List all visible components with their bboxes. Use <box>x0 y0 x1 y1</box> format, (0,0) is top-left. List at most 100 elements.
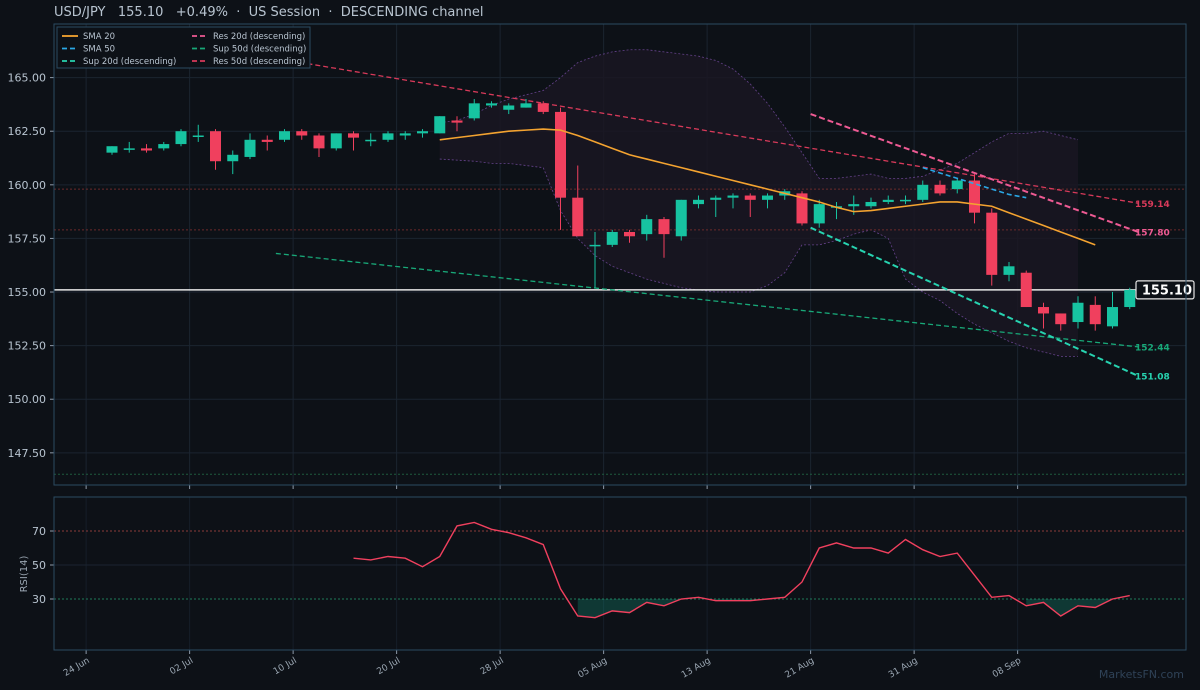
rsi-panel: 30 50 70 RSI(14) <box>19 521 1186 619</box>
rsi-y-tick-label-0: 30 <box>32 593 46 606</box>
x-tick-label-0: 24 Jun <box>62 656 92 679</box>
candle-58 <box>1107 292 1118 329</box>
main-y-axis: 147.50 150.00 152.50 155.00 157.50 160.00 162.… <box>8 72 54 460</box>
candle-59 <box>1124 287 1136 310</box>
candle-7 <box>227 150 239 175</box>
candle-body <box>882 199 894 202</box>
candle-body <box>468 103 480 119</box>
candle-body <box>158 144 170 149</box>
candle-36 <box>727 193 739 209</box>
candle-52 <box>1003 262 1015 282</box>
candle-2 <box>141 144 152 153</box>
candle-46 <box>900 195 911 205</box>
candle-body <box>1020 272 1032 308</box>
candle-4 <box>175 129 187 147</box>
candle-27 <box>572 165 584 237</box>
candle-body <box>261 139 273 142</box>
candle-body <box>279 131 290 140</box>
legend-label-sma50: SMA 50 <box>83 45 115 55</box>
candle-body <box>744 195 756 200</box>
band-upper <box>439 49 1079 179</box>
sup50-line <box>275 252 1139 348</box>
candle-body <box>1107 307 1118 327</box>
sup20-line <box>810 226 1139 377</box>
candle-body <box>123 148 135 150</box>
x-tick-label-3: 20 Jul <box>375 656 402 677</box>
candle-body <box>589 244 601 247</box>
legend-label-sup50: Sup 50d (descending) <box>213 45 306 55</box>
sup50-value-label: 152.44 <box>1135 343 1170 353</box>
candle-body <box>313 135 325 149</box>
y-tick-label-1: 150.00 <box>8 393 47 406</box>
candle-body <box>106 146 118 153</box>
candle-9 <box>261 135 273 151</box>
candle-8 <box>244 133 256 160</box>
candle-body <box>1055 313 1067 325</box>
candle-body <box>762 195 773 200</box>
candle-body <box>1003 266 1015 275</box>
candle-0 <box>106 146 118 155</box>
last-price-label: 155.10 <box>1142 283 1192 298</box>
x-tick-label-6: 13 Aug <box>680 656 713 681</box>
candle-50 <box>969 174 980 224</box>
candle-body <box>848 204 860 207</box>
candle-25 <box>537 101 549 115</box>
x-tick-label-1: 02 Jul <box>168 656 195 677</box>
candle-20 <box>451 116 463 132</box>
x-tick-label-2: 10 Jul <box>272 656 299 677</box>
candle-3 <box>158 141 170 151</box>
y-tick-label-5: 160.00 <box>8 179 47 192</box>
candle-18 <box>417 129 428 138</box>
x-axis: 24 Jun 02 Jul 10 Jul 20 Jul 28 Jul 05 Aug 13 A… <box>62 485 1023 681</box>
sma20-line <box>439 128 1096 246</box>
candle-body <box>486 103 497 106</box>
candle-49 <box>951 178 963 194</box>
candle-body <box>503 105 515 110</box>
candle-body <box>1072 302 1084 323</box>
candle-34 <box>693 195 704 209</box>
candle-body <box>675 199 687 237</box>
candle-16 <box>382 131 394 142</box>
candle-body <box>658 219 670 235</box>
x-tick-label-9: 08 Sep <box>991 656 1023 680</box>
sup20-value-label: 151.08 <box>1135 373 1170 383</box>
candle-37 <box>744 193 756 217</box>
candle-55 <box>1055 313 1067 331</box>
candle-body <box>710 197 722 200</box>
candle-body <box>141 148 152 151</box>
candle-body <box>796 193 808 224</box>
legend-label-sup20: Sup 20d (descending) <box>83 57 176 67</box>
rsi-axis-label: RSI(14) <box>19 556 30 593</box>
candle-body <box>917 184 929 200</box>
sma50-line <box>922 166 1027 199</box>
candle-body <box>641 219 653 235</box>
candle-body <box>227 154 239 162</box>
candle-body <box>969 180 980 213</box>
candle-body <box>451 120 463 123</box>
candle-body <box>934 184 946 194</box>
candle-17 <box>399 131 411 140</box>
candle-33 <box>675 199 687 241</box>
candle-1 <box>123 141 135 153</box>
candle-body <box>624 231 635 237</box>
candles <box>106 99 1136 331</box>
candle-57 <box>1089 296 1101 331</box>
candle-body <box>192 135 204 137</box>
candle-body <box>606 231 618 245</box>
res20-value-label: 157.80 <box>1135 228 1170 238</box>
candle-41 <box>813 199 825 228</box>
candle-body <box>986 212 998 275</box>
candle-45 <box>882 195 894 205</box>
candle-44 <box>865 197 877 209</box>
candle-body <box>330 133 342 149</box>
candle-11 <box>296 129 308 140</box>
legend-label-sma20: SMA 20 <box>83 32 115 42</box>
candle-54 <box>1038 302 1049 329</box>
candle-47 <box>917 180 929 202</box>
chart-legend: SMA 20 Res 20d (descending) SMA 50 Sup 50d … <box>56 26 311 69</box>
candle-body <box>951 180 963 190</box>
candle-body <box>417 131 428 134</box>
candle-51 <box>986 208 998 286</box>
candle-body <box>1038 307 1049 314</box>
